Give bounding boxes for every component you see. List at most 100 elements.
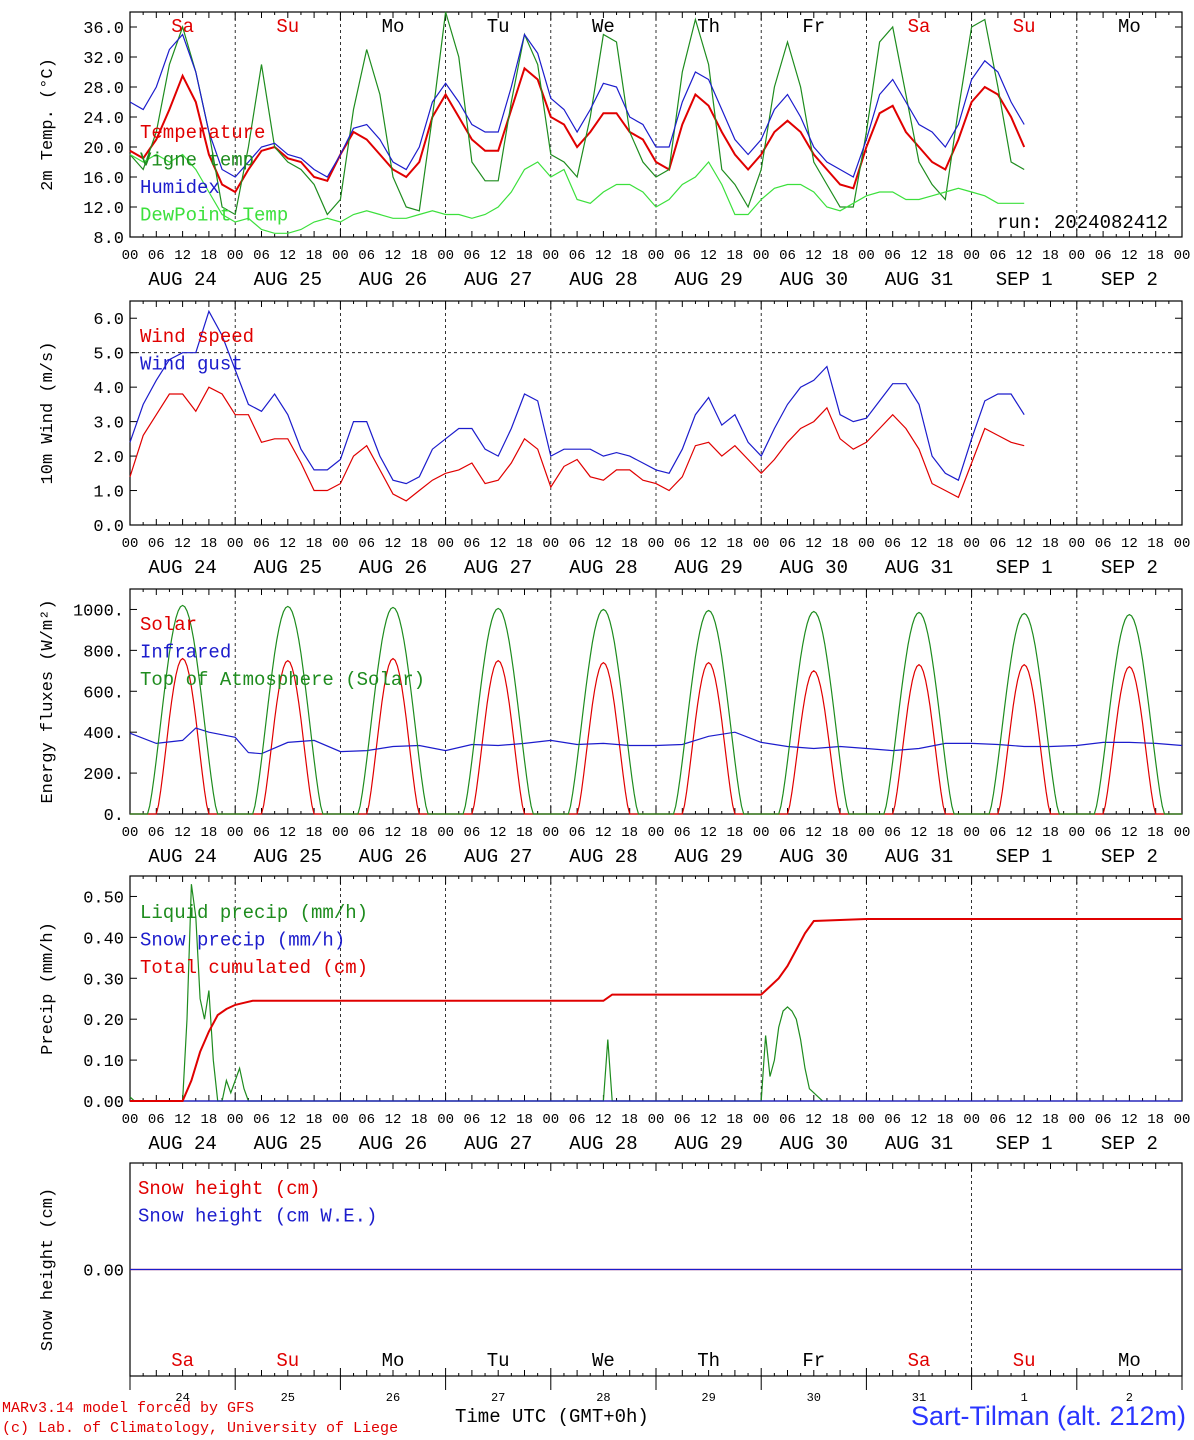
wind-date-labels: AUG 24 AUG 25 AUG 26 AUG 27 AUG 28 AUG 29 AUG … [148,557,1158,579]
hour-tick-label: 06 [358,536,375,552]
hour-tick-label: 18 [937,825,954,841]
hour-tick-label: 18 [937,248,954,264]
date-label: AUG 24 [148,557,216,579]
day-number-label: 2 [1126,1391,1133,1405]
hour-tick-label: 06 [674,536,691,552]
wind-frame [129,300,1183,526]
legend-entry: Vigne temp [140,150,254,172]
weekday-label: Sa [171,1350,194,1372]
precip-panel: 0.00 0.10 0.20 0.30 0.40 0.50 Precip (mm/h) Liq… [39,875,1190,1155]
hour-tick-label: 00 [437,248,454,264]
hour-tick-label: 00 [437,825,454,841]
hour-tick-label: 06 [148,536,165,552]
hour-tick-label: 00 [753,1112,770,1128]
hour-tick-label: 06 [779,1112,796,1128]
wind-hour-labels: 00 06 12 18 00 06 12 18 00 06 12 18 00 06 12 18 00 06 12 18… [122,536,1191,552]
day-number-label: 1 [1021,1391,1028,1405]
day-number-labels: 24 25 26 27 28 29 30 31 1 2 [129,1376,1183,1405]
hour-tick-label: 00 [753,825,770,841]
date-label: AUG 26 [359,846,427,868]
legend-entry: DewPoint Temp [140,205,288,227]
hour-tick-label: 00 [332,825,349,841]
hour-tick-label: 18 [411,1112,428,1128]
legend-entry: Total cumulated (cm) [140,957,368,979]
date-label: AUG 25 [254,846,322,868]
hour-tick-label: 18 [832,825,849,841]
hour-tick-label: 12 [490,825,507,841]
hour-tick-label: 06 [463,1112,480,1128]
hour-tick-label: 12 [385,248,402,264]
weekday-label: Su [276,16,299,38]
wind-y-axis: 0.0 1.0 2.0 3.0 4.0 5.0 6.0 10m Wind (m/s) [39,311,1182,537]
hour-tick-label: 12 [595,536,612,552]
hour-tick-label: 18 [1042,1112,1059,1128]
hour-tick-label: 00 [122,1112,139,1128]
hour-tick-label: 12 [279,825,296,841]
hour-tick-label: 06 [463,825,480,841]
hour-tick-label: 12 [700,248,717,264]
hour-tick-label: 06 [569,536,586,552]
temperature-x-ticks [129,12,1183,237]
hour-tick-label: 12 [911,248,928,264]
date-label: SEP 2 [1101,1133,1158,1155]
hour-tick-label: 00 [542,248,559,264]
temperature-hour-labels: 00 06 12 18 00 06 12 18 00 06 12 18 00 06 12 18 00 06 12 18… [122,248,1191,264]
hour-tick-label: 12 [911,536,928,552]
hour-tick-label: 00 [332,1112,349,1128]
weekday-label: Mo [1118,16,1141,38]
hour-tick-label: 00 [227,825,244,841]
hour-tick-label: 06 [989,825,1006,841]
hour-tick-label: 18 [1147,248,1164,264]
hour-tick-label: 18 [726,1112,743,1128]
hour-tick-label: 06 [1095,536,1112,552]
y-tick-label: 0.00 [83,1263,124,1282]
y-tick-label: 6.0 [93,311,124,330]
legend-entry: Humidex [140,177,220,199]
station-name: Sart-Tilman (alt. 212m) [910,1401,1186,1431]
hour-tick-label: 18 [306,248,323,264]
date-label: AUG 31 [885,1133,953,1155]
hour-tick-label: 18 [1147,825,1164,841]
day-number-label: 29 [701,1391,715,1405]
precip-legend: Liquid precip (mm/h) Snow precip (mm/h) To… [140,902,368,979]
date-label: AUG 26 [359,269,427,291]
weekday-label: Su [1013,1350,1036,1372]
hour-tick-label: 00 [753,248,770,264]
hour-tick-label: 06 [779,248,796,264]
hour-tick-label: 00 [858,536,875,552]
hour-tick-label: 00 [437,1112,454,1128]
hour-tick-label: 06 [569,248,586,264]
date-label: AUG 30 [780,269,848,291]
hour-tick-label: 06 [253,536,270,552]
energy-date-labels: AUG 24 AUG 25 AUG 26 AUG 27 AUG 28 AUG 29 AUG … [148,846,1158,868]
hour-tick-label: 18 [1042,825,1059,841]
hour-tick-label: 06 [1095,1112,1112,1128]
hour-tick-label: 18 [832,248,849,264]
hour-tick-label: 18 [200,1112,217,1128]
hour-tick-label: 06 [779,536,796,552]
hour-tick-label: 00 [227,248,244,264]
temperature-y-axis: 8.0 12.0 16.0 20.0 24.0 28.0 32.0 36.0 2m Temp. … [39,20,1182,249]
run-label: run: 2024082412 [997,212,1168,234]
hour-tick-label: 06 [989,248,1006,264]
date-label: AUG 29 [674,269,742,291]
model-credit-text: MARv3.14 model forced by GFS [2,1400,255,1417]
hour-tick-label: 00 [858,825,875,841]
y-tick-label: 36.0 [83,20,124,39]
precip-date-labels: AUG 24 AUG 25 AUG 26 AUG 27 AUG 28 AUG 29 AUG … [148,1133,1158,1155]
hour-tick-label: 12 [385,825,402,841]
hour-tick-label: 12 [279,536,296,552]
date-label: AUG 31 [885,846,953,868]
date-label: SEP 1 [996,269,1053,291]
hour-tick-label: 12 [700,825,717,841]
hour-tick-label: 12 [911,825,928,841]
date-label: SEP 1 [996,557,1053,579]
hour-tick-label: 12 [1121,1112,1138,1128]
date-label: AUG 24 [148,269,216,291]
hour-tick-label: 06 [674,1112,691,1128]
hour-tick-label: 12 [174,825,191,841]
hour-tick-label: 12 [490,1112,507,1128]
snow-y-axis-label: Snow height (cm) [39,1188,58,1351]
hour-tick-label: 06 [884,825,901,841]
